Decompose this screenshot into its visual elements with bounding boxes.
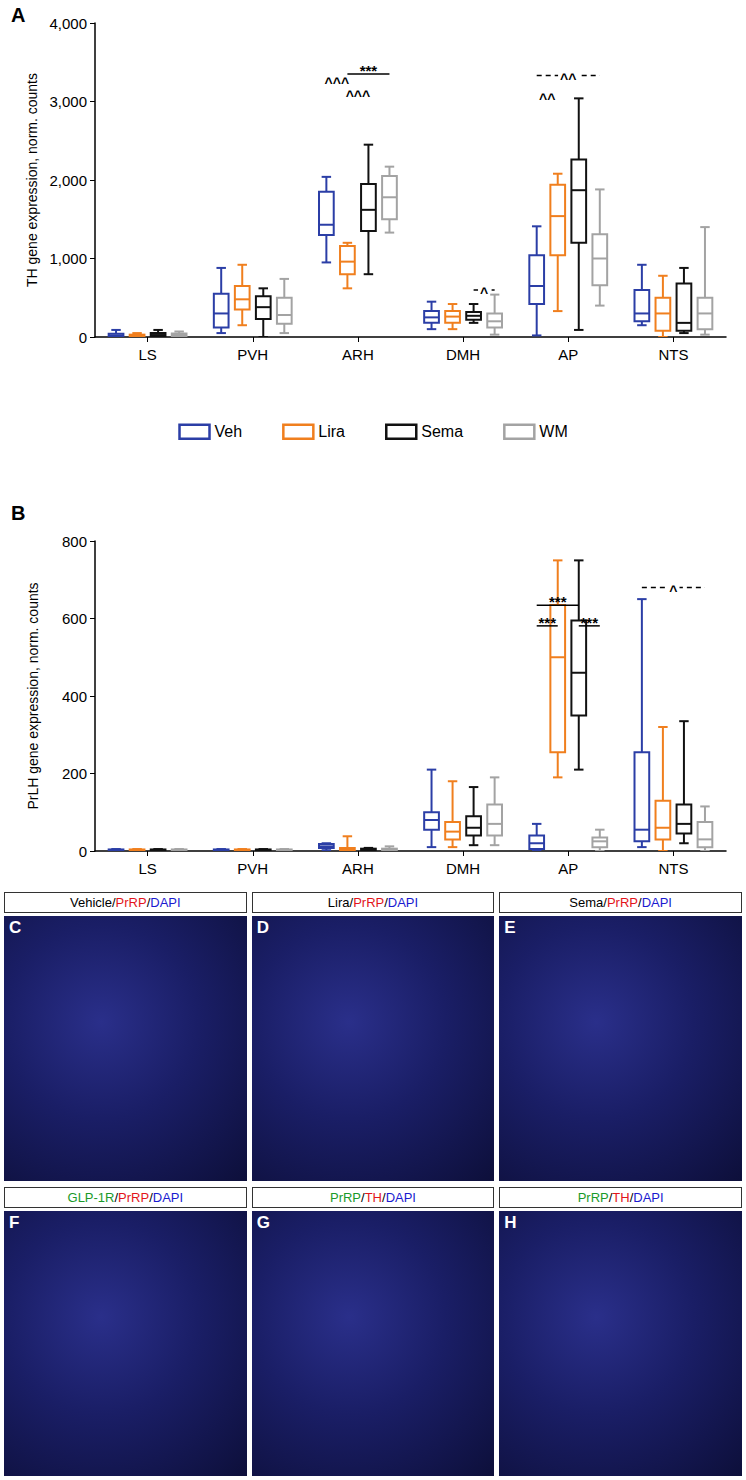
- svg-text:^^^: ^^^: [346, 88, 371, 104]
- html-text:GLP-1R / PrRP / DAPI: GLP-1R / PrRP / DAPI: [67, 1190, 184, 1205]
- svg-text:PrLH gene expression, norm. co: PrLH gene expression, norm. counts: [25, 582, 41, 809]
- svg-text:PVH: PVH: [237, 860, 268, 877]
- svg-text:Lira: Lira: [318, 423, 345, 440]
- svg-text:Sema: Sema: [421, 423, 463, 440]
- svg-text:A: A: [11, 4, 25, 26]
- svg-text:***: ***: [360, 62, 378, 79]
- html-text:PrRP / TH / DAPI: PrRP / TH / DAPI: [577, 1190, 664, 1205]
- html-text:F: F: [9, 1213, 20, 1232]
- svg-text:0: 0: [79, 329, 87, 346]
- html-text:D: D: [256, 918, 269, 937]
- html-text:H: H: [504, 1213, 517, 1232]
- svg-text:LS: LS: [138, 346, 156, 363]
- svg-text:***: ***: [581, 614, 599, 631]
- svg-text:^^: ^^: [539, 91, 555, 107]
- svg-text:AP: AP: [558, 860, 578, 877]
- html-text:Lira / PrRP / DAPI: Lira / PrRP / DAPI: [327, 895, 419, 910]
- svg-text:0: 0: [79, 843, 87, 860]
- svg-text:***: ***: [549, 593, 567, 610]
- svg-text:NTS: NTS: [658, 860, 688, 877]
- html-text:Sema / PrRP / DAPI: Sema / PrRP / DAPI: [569, 895, 672, 910]
- svg-text:NTS: NTS: [658, 346, 688, 363]
- svg-text:200: 200: [62, 765, 87, 782]
- svg-text:800: 800: [62, 533, 87, 550]
- svg-text:B: B: [11, 502, 25, 524]
- svg-text:DMH: DMH: [446, 346, 480, 363]
- svg-text:PVH: PVH: [237, 346, 268, 363]
- svg-text:^: ^: [669, 583, 677, 599]
- svg-text:2,000: 2,000: [49, 172, 87, 189]
- svg-text:400: 400: [62, 688, 87, 705]
- svg-text:^: ^: [480, 285, 488, 301]
- svg-text:3,000: 3,000: [49, 93, 87, 110]
- svg-text:ARH: ARH: [342, 346, 374, 363]
- svg-text:DMH: DMH: [446, 860, 480, 877]
- svg-text:1,000: 1,000: [49, 250, 87, 267]
- html-text:C: C: [9, 918, 22, 937]
- svg-text:ARH: ARH: [342, 860, 374, 877]
- svg-text:AP: AP: [558, 346, 578, 363]
- svg-text:4,000: 4,000: [49, 15, 87, 32]
- html-text:E: E: [504, 918, 516, 937]
- html-text:PrRP / TH / DAPI: PrRP / TH / DAPI: [330, 1190, 416, 1205]
- html-text:G: G: [256, 1213, 270, 1232]
- svg-text:TH gene expression, norm. coun: TH gene expression, norm. counts: [24, 73, 40, 287]
- svg-text:WM: WM: [539, 423, 567, 440]
- html-text:Vehicle / PrRP / DAPI: Vehicle / PrRP / DAPI: [70, 895, 181, 910]
- svg-text:Veh: Veh: [215, 423, 243, 440]
- svg-text:600: 600: [62, 610, 87, 627]
- svg-text:^^: ^^: [560, 71, 576, 87]
- svg-text:LS: LS: [138, 860, 156, 877]
- svg-text:***: ***: [538, 614, 556, 631]
